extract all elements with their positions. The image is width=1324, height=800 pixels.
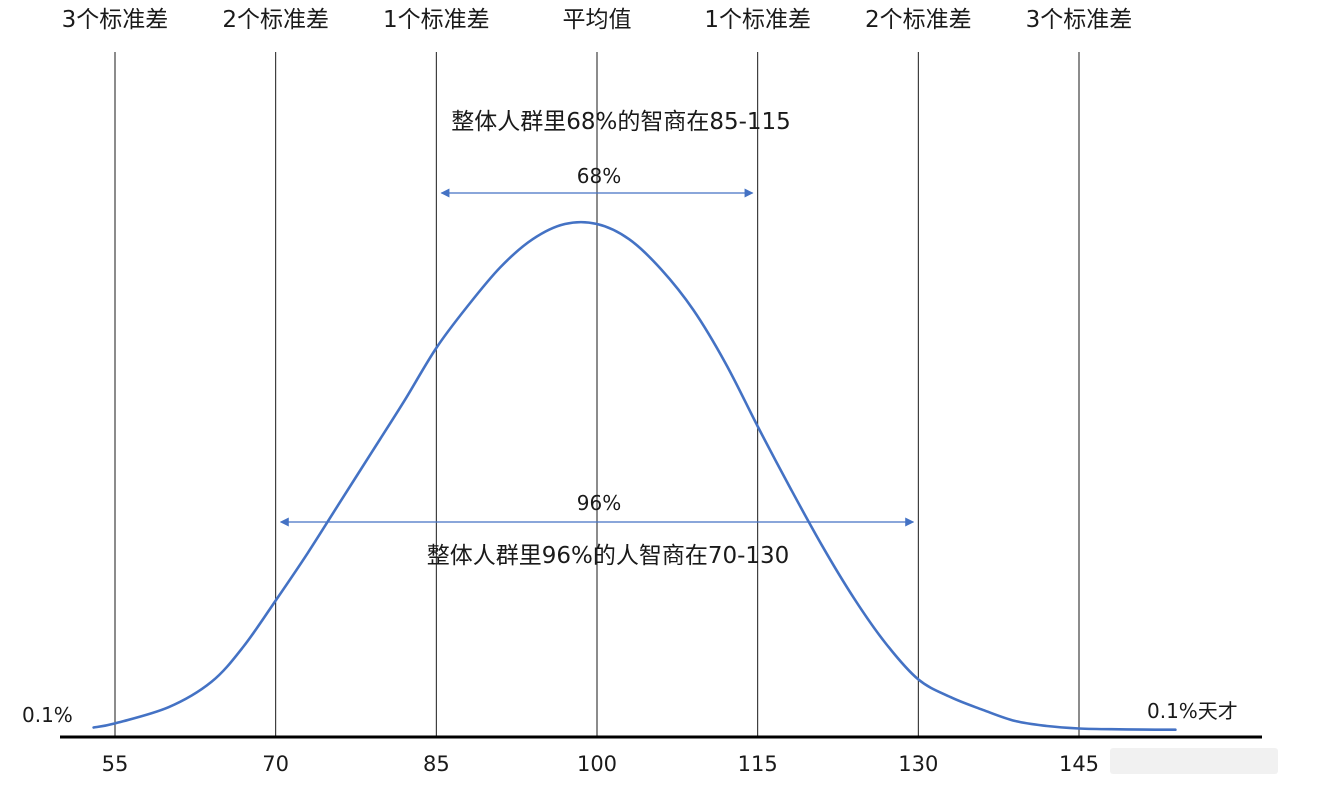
std-label: 3个标准差 bbox=[1026, 7, 1133, 33]
std-label: 1个标准差 bbox=[383, 7, 490, 33]
std-label: 1个标准差 bbox=[704, 7, 811, 33]
x-tick-label: 130 bbox=[898, 752, 938, 776]
left-tail-label: 0.1% bbox=[22, 703, 73, 727]
range-percent-label: 68% bbox=[577, 164, 621, 188]
x-tick-label: 85 bbox=[423, 752, 450, 776]
x-tick-label: 55 bbox=[102, 752, 129, 776]
right-tail-label: 0.1%天才 bbox=[1147, 699, 1238, 723]
std-dev-lines bbox=[114, 52, 1080, 737]
normal-curve bbox=[92, 220, 1177, 731]
std-label: 平均值 bbox=[563, 7, 632, 33]
x-tick-label: 100 bbox=[577, 752, 617, 776]
curve-layer bbox=[92, 220, 1177, 731]
x-tick-label: 70 bbox=[262, 752, 289, 776]
watermark-blur bbox=[1110, 748, 1278, 774]
range-note: 整体人群里96%的人智商在70-130 bbox=[427, 543, 790, 569]
range-note: 整体人群里68%的智商在85-115 bbox=[451, 109, 791, 135]
labels-layer: 3个标准差 2个标准差 1个标准差 平均值 1个标准差 2个标准差 3个标准差 55 70 85 1… bbox=[22, 7, 1238, 776]
x-tick-label: 115 bbox=[738, 752, 778, 776]
range-annotations bbox=[279, 188, 915, 527]
x-tick-label: 145 bbox=[1059, 752, 1099, 776]
range-percent-label: 96% bbox=[577, 491, 621, 515]
std-label: 2个标准差 bbox=[222, 7, 329, 33]
std-label: 3个标准差 bbox=[62, 7, 169, 33]
std-label: 2个标准差 bbox=[865, 7, 972, 33]
